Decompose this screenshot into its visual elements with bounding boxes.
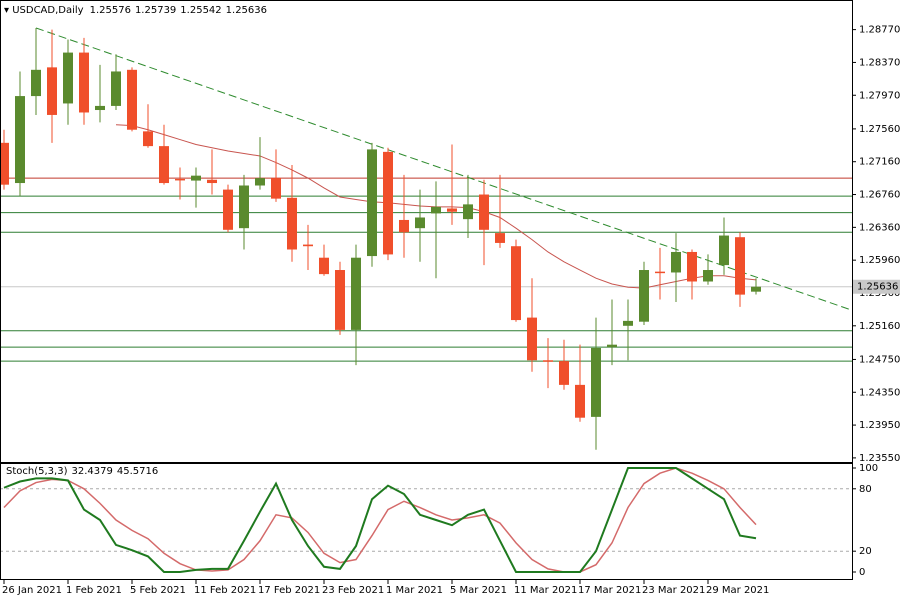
- candle-body: [655, 271, 665, 274]
- x-tick-label: 11 Mar 2021: [514, 585, 577, 596]
- candle-body: [415, 217, 425, 229]
- candle-body: [463, 204, 473, 220]
- stoch-line: [3, 466, 757, 573]
- candle-body: [751, 286, 761, 292]
- y-tick-label: 1.27160: [859, 157, 900, 168]
- indicator-title: Stoch(5,3,3): [6, 466, 68, 477]
- candle-body: [447, 208, 457, 212]
- x-tick-label: 5 Feb 2021: [130, 585, 186, 596]
- candle-body: [47, 67, 57, 115]
- candle-body: [431, 206, 441, 214]
- x-tick-label: 1 Mar 2021: [386, 585, 443, 596]
- candle-body: [239, 185, 249, 229]
- y-tick-label: 1.25960: [859, 255, 900, 266]
- x-tick-label: 29 Mar 2021: [706, 585, 769, 596]
- indicator-panel-frame: [0, 463, 853, 580]
- y-tick-label: 1.24350: [859, 387, 900, 398]
- candle-body: [63, 52, 73, 104]
- candle-body: [639, 270, 649, 322]
- candle-body: [223, 189, 233, 230]
- candle-body: [591, 347, 601, 417]
- y-tick-label: 80: [859, 484, 872, 495]
- candle-body: [31, 69, 41, 97]
- candle-body: [255, 178, 265, 186]
- x-tick-label: 1 Feb 2021: [66, 585, 122, 596]
- candle-body: [479, 194, 489, 230]
- y-tick-label: 1.27970: [859, 90, 900, 101]
- chart-header: ▾ USDCAD,Daily 1.25576 1.25739 1.25542 1.256…: [4, 5, 267, 16]
- candle-body: [79, 52, 89, 113]
- price-label-box: [853, 279, 900, 294]
- y-tick-label: 1.23550: [859, 453, 900, 464]
- y-tick-label: 1.26760: [859, 190, 900, 201]
- price-panel-frame: [0, 0, 853, 463]
- y-tick-label: 0: [859, 567, 865, 578]
- x-tick-label: 23 Mar 2021: [642, 585, 705, 596]
- candle-body: [159, 146, 169, 184]
- close-value: 1.25636: [226, 5, 267, 16]
- y-tick-label: 100: [859, 463, 878, 474]
- candle-body: [719, 235, 729, 266]
- candle-body: [383, 151, 393, 255]
- high-value: 1.25739: [135, 5, 176, 16]
- stoch-signal-value: 45.5716: [117, 466, 158, 477]
- candle-body: [511, 246, 521, 321]
- y-tick-label: 1.27560: [859, 124, 900, 135]
- candle-body: [15, 96, 25, 184]
- candle-body: [495, 233, 505, 243]
- stoch-line: [3, 467, 757, 573]
- y-tick-label: 1.23950: [859, 420, 900, 431]
- candle-body: [191, 175, 201, 181]
- candle-body: [399, 219, 409, 233]
- menu-arrow: ▾: [4, 5, 12, 16]
- candle-body: [607, 344, 617, 348]
- y-tick-label: 1.25160: [859, 321, 900, 332]
- candle-body: [623, 320, 633, 326]
- y-tick-label: 1.28370: [859, 57, 900, 68]
- open-value: 1.25576: [90, 5, 131, 16]
- candle-body: [95, 105, 105, 111]
- candle-body: [303, 244, 313, 247]
- candle-body: [735, 237, 745, 295]
- candle-body: [0, 142, 9, 185]
- price-label: 1.25636: [857, 282, 898, 293]
- candle-body: [175, 178, 185, 181]
- y-tick-label: 1.28770: [859, 25, 900, 36]
- indicator-header: Stoch(5,3,3) 32.4379 45.5716: [6, 466, 158, 477]
- candle-body: [111, 71, 121, 106]
- candle-body: [351, 257, 361, 330]
- candle-body: [335, 270, 345, 330]
- stoch-main-value: 32.4379: [71, 466, 112, 477]
- candle-body: [703, 270, 713, 282]
- candle-body: [527, 317, 537, 361]
- x-tick-label: 17 Mar 2021: [578, 585, 641, 596]
- candle-body: [687, 251, 697, 282]
- x-tick-label: 5 Mar 2021: [450, 585, 507, 596]
- candle-body: [271, 178, 281, 199]
- x-tick-label: 11 Feb 2021: [194, 585, 256, 596]
- candle-body: [559, 361, 569, 385]
- x-tick-label: 26 Jan 2021: [2, 585, 62, 596]
- candle-body: [207, 179, 217, 184]
- chart-title: USDCAD,Daily: [12, 5, 83, 16]
- y-tick-label: 1.26360: [859, 222, 900, 233]
- candle-body: [319, 257, 329, 275]
- candle-body: [367, 149, 377, 257]
- candle-body: [671, 251, 681, 273]
- candle-body: [575, 384, 585, 418]
- candle-body: [143, 131, 153, 147]
- x-tick-label: 17 Feb 2021: [258, 585, 320, 596]
- y-tick-label: 1.24750: [859, 354, 900, 365]
- x-tick-label: 23 Feb 2021: [322, 585, 384, 596]
- y-tick-label: 20: [859, 546, 872, 557]
- candle-body: [127, 69, 137, 130]
- low-value: 1.25542: [180, 5, 221, 16]
- candle-body: [287, 197, 297, 250]
- candle-body: [543, 360, 553, 362]
